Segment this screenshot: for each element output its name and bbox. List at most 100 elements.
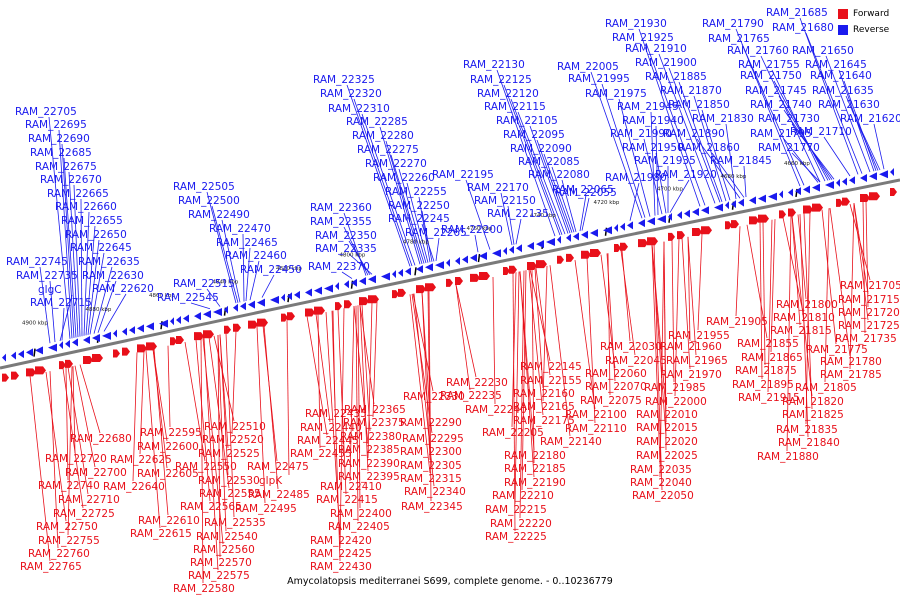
forward-gene-arrow [194,332,204,341]
forward-gene-label: RAM_22000 [645,396,707,408]
forward-gene-label: RAM_22495 [235,503,297,515]
reverse-gene-arrow [492,249,501,258]
forward-leader-line [367,302,373,459]
reverse-gene-label: RAM_22245 [388,213,450,225]
forward-leader-line [829,207,851,357]
legend: Forward Reverse [838,6,898,38]
reverse-gene-arrow [795,187,801,196]
forward-gene-label: RAM_21985 [644,382,706,394]
reverse-leader-line [845,95,879,171]
axis-tick-label: 4660 kbp [784,161,810,167]
reverse-leader-line [645,42,706,206]
reverse-gene-arrow [26,348,33,357]
forward-leader-line [663,241,667,451]
reverse-gene-arrow [803,185,810,194]
reverse-leader-line [103,293,127,332]
reverse-leader-line [435,237,440,261]
reverse-leader-line [49,280,56,343]
forward-gene-label: RAM_21820 [782,396,844,408]
legend-label-forward: Forward [853,9,890,19]
forward-gene-arrow [359,297,369,306]
axis-tick-label: 4820 kbp [276,266,302,272]
forward-gene-arrow [668,232,675,241]
reverse-leader-line [73,184,81,337]
reverse-gene-arrow [170,317,174,326]
reverse-leader-line [68,171,79,338]
reverse-gene-arrow [314,286,322,295]
reverse-leader-line [655,125,659,215]
forward-gene-label: RAM_21865 [741,352,803,364]
reverse-leader-line [711,152,745,198]
reverse-gene-label: RAM_21680 [772,22,834,34]
forward-gene-arrow [836,198,843,207]
reverse-gene-label: RAM_21650 [792,45,854,57]
forward-gene-label: RAM_21840 [778,437,840,449]
forward-gene-label: RAM_22050 [632,490,694,502]
reverse-gene-arrow [779,190,783,199]
forward-gene-arrow [479,271,490,280]
forward-gene-label: RAM_22155 [520,375,582,387]
forward-gene-arrow [503,266,510,275]
forward-leader-line [574,259,596,410]
forward-gene-label: RAM_22305 [400,460,462,472]
reverse-gene-label: RAM_22005 [557,61,619,73]
forward-leader-line [797,214,807,300]
reverse-leader-line [529,125,569,234]
axis-tick-label: 4760 kbp [467,226,493,232]
forward-leader-line [799,214,809,438]
forward-gene-label: RAM_21835 [776,424,838,436]
reverse-gene-label: RAM_21645 [805,59,867,71]
forward-gene-arrow [470,273,480,282]
reverse-leader-line [725,123,737,200]
reverse-genes [2,168,894,362]
forward-gene-label: RAM_21960 [660,341,722,353]
reverse-leader-line [97,280,117,333]
reverse-leader-line [517,111,566,235]
reverse-leader-line [61,307,65,341]
forward-gene-label: RAM_22035 [630,464,692,476]
reverse-gene-label: RAM_21890 [663,128,725,140]
reverse-leader-line [211,205,239,303]
reverse-leader-line [190,302,211,310]
forward-gene-label: RAM_22475 [247,461,309,473]
forward-gene-arrow [614,244,621,253]
reverse-gene-label: RAM_22250 [388,200,450,212]
reverse-gene-arrow [233,303,238,312]
reverse-gene-arrow [738,198,744,207]
forward-gene-labels: RAM_21705RAM_21715RAM_21800RAM_21720RAM_… [20,280,900,595]
forward-gene-arrow [257,318,268,327]
forward-leader-line [372,301,378,418]
forward-leader-line [153,348,169,516]
reverse-leader-line [242,233,245,302]
reverse-gene-arrow [842,177,847,186]
forward-gene-label: RAM_22045 [605,355,667,367]
forward-gene-label: RAM_22070 [585,381,647,393]
reverse-gene-arrow [146,322,154,331]
forward-gene-label: RAM_22595 [140,427,202,439]
forward-leader-line [331,310,341,562]
reverse-gene-label: RAM_21870 [660,85,722,97]
reverse-gene-label: RAM_21995 [568,73,630,85]
reverse-leader-line [543,153,573,233]
reverse-gene-label: RAM_22370 [308,261,370,273]
forward-gene-arrow [677,231,685,240]
forward-genes [2,188,897,382]
axis-tick-mark [350,280,354,289]
forward-gene-arrow [803,205,813,214]
forward-gene-label: RAM_21735 [835,333,897,345]
reverse-gene-arrow [714,203,723,212]
forward-gene-label: RAM_22330 [403,391,465,403]
reverse-gene-label: RAM_22645 [70,242,132,254]
forward-leader-line [735,226,741,317]
forward-gene-label: RAM_22235 [440,390,502,402]
reverse-gene-label: RAM_22055 [555,187,617,199]
forward-gene-label: RAM_22315 [400,473,462,485]
reverse-gene-label: RAM_22170 [467,182,529,194]
forward-gene-label: RAM_21800 [776,299,838,311]
forward-gene-label: RAM_22230 [446,377,508,389]
forward-gene-arrow [455,276,463,285]
forward-leader-line [767,219,773,393]
reverse-gene-arrow [72,338,78,347]
axis-tick-mark [414,267,417,276]
reverse-gene-labels: RAM_21685 RAM_21680 RAM_21930 RAM_21790 RAM_… [6,7,900,309]
